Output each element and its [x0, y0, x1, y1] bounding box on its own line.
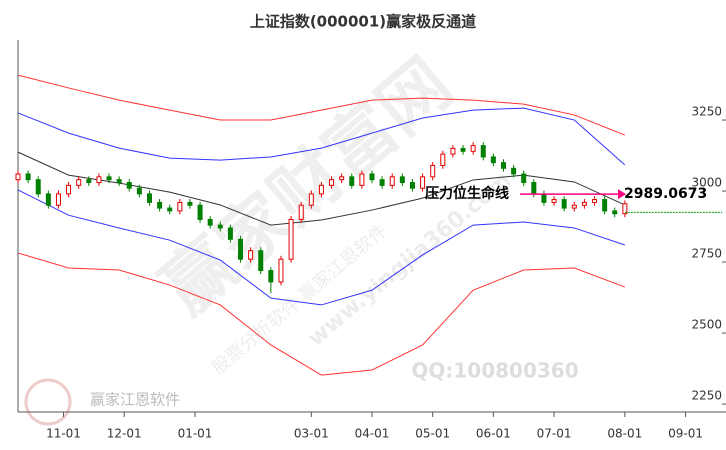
candle-body	[308, 193, 314, 206]
candle-body	[359, 173, 365, 186]
candle-body	[602, 199, 608, 212]
candle-body	[55, 193, 61, 206]
candle-body	[15, 173, 21, 181]
arrow-head	[618, 189, 626, 200]
candle-body	[541, 193, 547, 203]
candle-body	[126, 182, 132, 189]
candle-body	[389, 176, 395, 186]
annotation-label: 2989.0673	[624, 186, 707, 202]
y-tick-label: 3250	[691, 105, 722, 119]
candle-body	[136, 187, 142, 195]
candle-body	[571, 204, 577, 209]
candle-body	[420, 176, 426, 189]
candle-body	[551, 199, 557, 203]
candle-body	[106, 176, 112, 181]
x-tick-label: 01-01	[178, 427, 213, 441]
candle-body	[622, 203, 628, 215]
candle-body	[490, 156, 496, 164]
channel-line	[17, 74, 626, 136]
candle-body	[258, 250, 264, 272]
candle-body	[278, 258, 284, 283]
candle-body	[349, 176, 355, 186]
candle-body	[430, 164, 436, 178]
channel-line	[17, 252, 626, 376]
channel-line	[17, 107, 626, 166]
candle-body	[268, 270, 274, 283]
chart-title: 上证指数(000001)赢家极反通道	[250, 13, 476, 31]
candle-body	[612, 210, 618, 215]
x-tick-label: 08-01	[607, 427, 642, 441]
candle-body	[440, 153, 446, 166]
channel-line	[17, 189, 626, 306]
candle-body	[399, 176, 405, 184]
candle-body	[96, 176, 102, 184]
y-tick-label: 2500	[691, 318, 722, 332]
candle-body	[116, 179, 122, 184]
candle-body	[339, 176, 345, 181]
watermark: QQ:100800360	[411, 359, 578, 383]
candle-body	[76, 179, 82, 186]
candle-body	[329, 179, 335, 186]
candle-body	[177, 201, 183, 212]
x-tick-label: 03-01	[294, 427, 329, 441]
x-tick-label: 04-01	[355, 427, 390, 441]
y-tick-label: 3000	[691, 176, 722, 190]
candle-body	[35, 179, 41, 195]
logo	[24, 378, 72, 426]
y-tick-label: 2250	[691, 389, 722, 403]
y-tick-label: 2750	[691, 247, 722, 261]
x-tick-label: 12-01	[107, 427, 142, 441]
candle-body	[470, 145, 476, 152]
candle-body	[146, 193, 152, 203]
candle-body	[197, 204, 203, 220]
candle-body	[157, 201, 163, 209]
candle-body	[298, 204, 304, 220]
candle-body	[86, 179, 92, 184]
candle-body	[238, 238, 244, 260]
candle-body	[531, 182, 537, 195]
candle-body	[227, 227, 233, 240]
candle-body	[521, 173, 527, 184]
candle-body	[379, 179, 385, 186]
candle-body	[318, 184, 324, 195]
candle-body	[500, 162, 506, 169]
candle-body	[369, 173, 375, 181]
x-tick-label: 06-01	[476, 427, 511, 441]
candle-body	[450, 147, 456, 155]
x-tick-label: 09-01	[668, 427, 703, 441]
candle-body	[187, 201, 193, 206]
candle-body	[409, 182, 415, 189]
candle-body	[561, 199, 567, 209]
x-tick-label: 05-01	[415, 427, 450, 441]
candle-body	[511, 167, 517, 175]
candle-body	[581, 201, 587, 206]
x-tick-label: 11-01	[46, 427, 81, 441]
x-tick-label: 07-01	[537, 427, 572, 441]
candle-body	[66, 184, 72, 195]
candle-body	[167, 207, 173, 212]
candle-body	[217, 224, 223, 229]
candle-body	[288, 218, 294, 260]
candle-body	[592, 199, 598, 203]
candle-body	[460, 147, 466, 152]
candle-body	[45, 193, 51, 206]
candle-body	[207, 218, 213, 226]
candle-body	[248, 250, 254, 260]
annotation-text: 压力位生命线	[425, 185, 509, 202]
candle-body	[25, 173, 31, 181]
candle-body	[480, 145, 486, 158]
watermark: 赢家江恩软件	[90, 391, 180, 409]
